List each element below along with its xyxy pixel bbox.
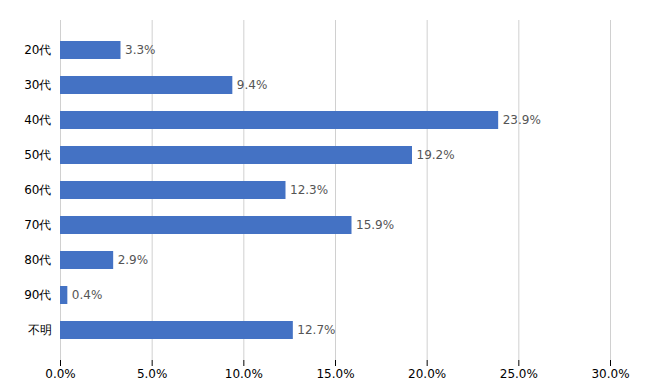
svg-text:70代: 70代	[24, 218, 51, 232]
svg-text:10.0%: 10.0%	[225, 367, 263, 381]
svg-text:30代: 30代	[24, 78, 51, 92]
svg-text:12.3%: 12.3%	[290, 183, 328, 197]
svg-text:20.0%: 20.0%	[408, 367, 446, 381]
svg-text:60代: 60代	[24, 183, 51, 197]
svg-text:19.2%: 19.2%	[417, 148, 455, 162]
svg-text:12.7%: 12.7%	[297, 323, 335, 337]
svg-text:80代: 80代	[24, 253, 51, 267]
svg-text:3.3%: 3.3%	[125, 43, 156, 57]
svg-text:不明: 不明	[28, 323, 52, 337]
svg-text:15.0%: 15.0%	[316, 367, 354, 381]
svg-text:2.9%: 2.9%	[118, 253, 148, 267]
svg-text:30.0%: 30.0%	[591, 367, 629, 381]
svg-text:90代: 90代	[24, 288, 51, 302]
svg-text:23.9%: 23.9%	[503, 113, 541, 127]
svg-text:40代: 40代	[24, 113, 51, 127]
svg-text:5.0%: 5.0%	[137, 367, 168, 381]
svg-text:15.9%: 15.9%	[356, 218, 394, 232]
svg-text:0.4%: 0.4%	[72, 288, 103, 302]
svg-text:25.0%: 25.0%	[500, 367, 538, 381]
svg-text:20代: 20代	[24, 43, 51, 57]
svg-text:9.4%: 9.4%	[237, 78, 267, 92]
svg-text:50代: 50代	[24, 148, 51, 162]
svg-text:0.0%: 0.0%	[45, 367, 76, 381]
